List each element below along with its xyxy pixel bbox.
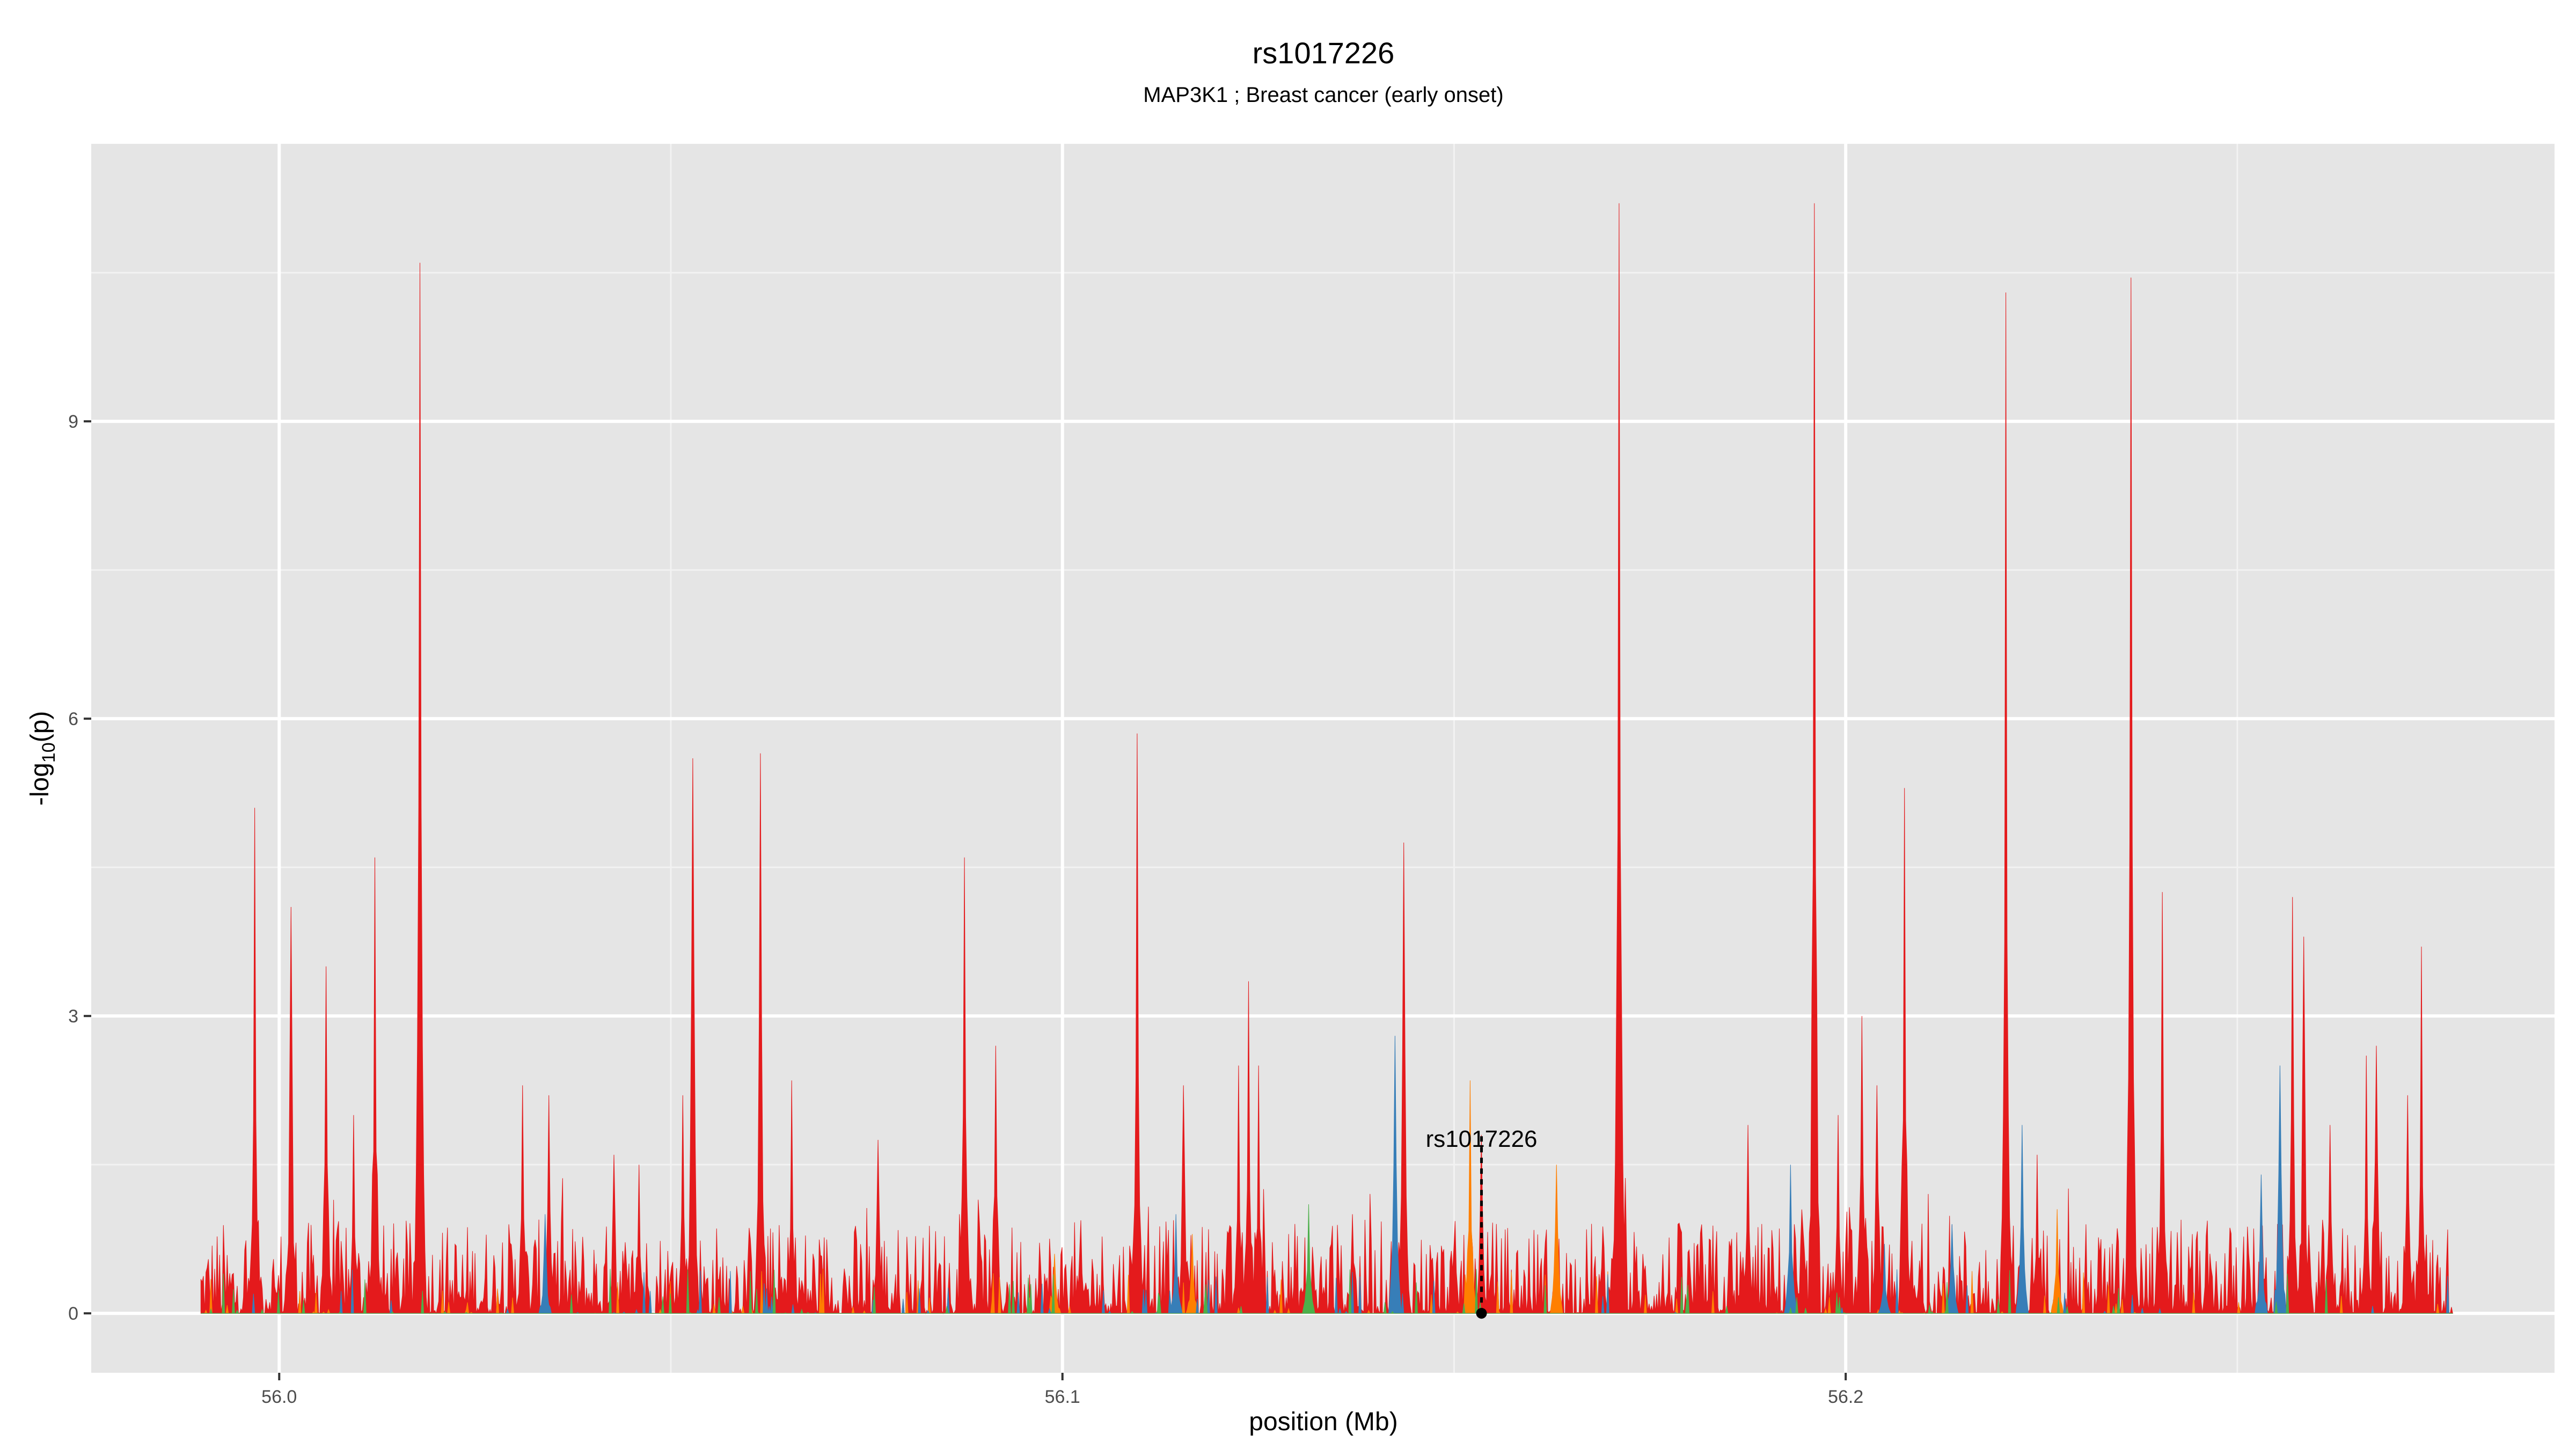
series-area bbox=[200, 203, 2453, 1315]
plot-panel bbox=[91, 144, 2555, 1373]
y-axis-title-tail: (p) bbox=[26, 711, 54, 743]
y-axis-title-sub: 10 bbox=[39, 742, 59, 763]
y-tick-label: 9 bbox=[68, 412, 78, 432]
y-tick-label: 3 bbox=[68, 1006, 78, 1027]
y-tick-label: 6 bbox=[68, 709, 78, 729]
y-tick-label: 0 bbox=[68, 1304, 78, 1324]
series-layer bbox=[200, 203, 2453, 1315]
x-tick-label: 56.0 bbox=[261, 1387, 297, 1407]
x-tick-label: 56.1 bbox=[1045, 1387, 1080, 1407]
chart-title: rs1017226 bbox=[1253, 36, 1395, 70]
x-axis-title: position (Mb) bbox=[1249, 1408, 1397, 1436]
lead-snp-label: rs1017226 bbox=[1426, 1126, 1538, 1152]
minor-gridlines bbox=[91, 144, 2555, 1373]
chart-subtitle: MAP3K1 ; Breast cancer (early onset) bbox=[1143, 83, 1503, 107]
series-area bbox=[201, 1204, 2453, 1314]
lead-snp-point bbox=[1476, 1308, 1487, 1319]
lead-snp-layer: rs1017226 bbox=[1426, 1126, 1538, 1319]
x-tick-label: 56.2 bbox=[1828, 1387, 1863, 1407]
y-axis-title: -log10(p) bbox=[26, 711, 59, 806]
axes: 56.0 56.1 56.2 0 3 6 9 bbox=[68, 412, 1863, 1407]
y-axis-title-base: -log bbox=[26, 763, 54, 806]
